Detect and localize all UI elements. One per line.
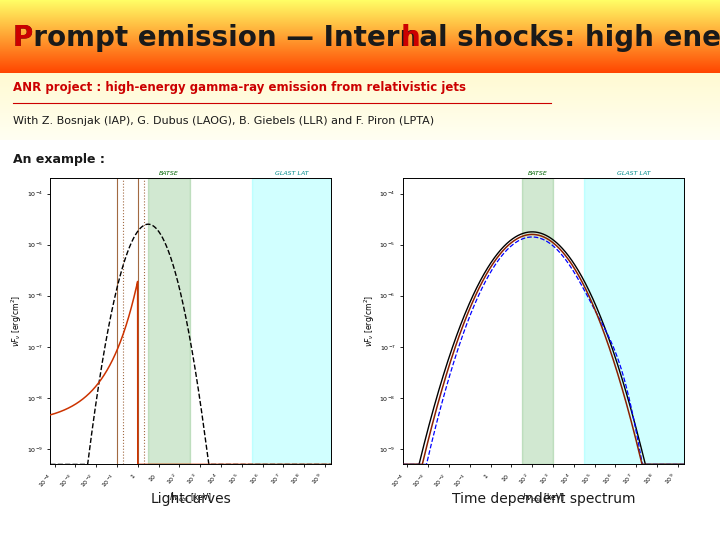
Text: P: P <box>13 24 33 52</box>
Bar <box>522 178 553 464</box>
Bar <box>148 178 190 464</box>
Text: An example :: An example : <box>13 153 104 166</box>
Text: Prompt emission — Internal shocks: high energy emission: Prompt emission — Internal shocks: high … <box>13 24 720 52</box>
Bar <box>252 178 331 464</box>
Y-axis label: $\nu F_\nu$ [erg/cm$^2$]: $\nu F_\nu$ [erg/cm$^2$] <box>362 295 377 347</box>
Text: Lightcurves: Lightcurves <box>150 492 231 507</box>
X-axis label: $h\nu_{obs}$ [keV]: $h\nu_{obs}$ [keV] <box>522 491 565 504</box>
Y-axis label: $\nu F_\nu$ [erg/cm$^2$]: $\nu F_\nu$ [erg/cm$^2$] <box>9 295 24 347</box>
Text: BATSE: BATSE <box>159 171 179 176</box>
Text: Time dependent spectrum: Time dependent spectrum <box>452 492 635 507</box>
Text: GLAST LAT: GLAST LAT <box>275 171 308 176</box>
Text: h: h <box>400 24 420 52</box>
X-axis label: $h\nu_{obs}$ [keV]: $h\nu_{obs}$ [keV] <box>169 491 212 504</box>
Text: ANR project : high-energy gamma-ray emission from relativistic jets: ANR project : high-energy gamma-ray emis… <box>13 81 466 94</box>
Text: With Z. Bosnjak (IAP), G. Dubus (LAOG), B. Giebels (LLR) and F. Piron (LPTA): With Z. Bosnjak (IAP), G. Dubus (LAOG), … <box>13 117 434 126</box>
Text: GLAST LAT: GLAST LAT <box>617 171 651 176</box>
Bar <box>584 178 684 464</box>
Text: BATSE: BATSE <box>528 171 547 176</box>
